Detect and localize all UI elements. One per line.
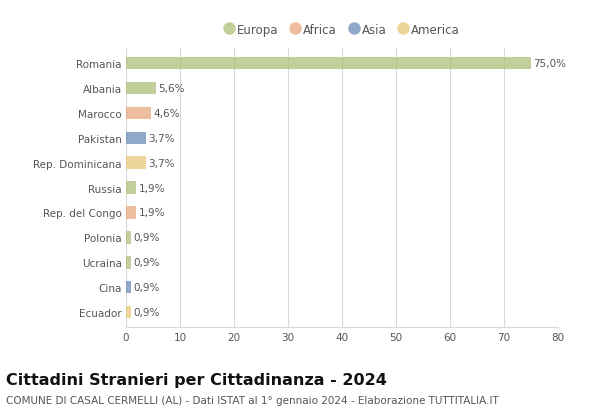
Bar [126,132,146,145]
Text: COMUNE DI CASAL CERMELLI (AL) - Dati ISTAT al 1° gennaio 2024 - Elaborazione TUT: COMUNE DI CASAL CERMELLI (AL) - Dati IST… [6,395,499,405]
Bar [126,157,146,169]
Bar [126,58,531,70]
Text: 0,9%: 0,9% [133,233,160,243]
Text: 3,7%: 3,7% [148,133,175,144]
Text: 3,7%: 3,7% [148,158,175,168]
Bar [126,306,131,319]
Text: 0,9%: 0,9% [133,307,160,317]
Text: 4,6%: 4,6% [153,109,179,119]
Text: 0,9%: 0,9% [133,283,160,292]
Bar [126,256,131,269]
Text: Cittadini Stranieri per Cittadinanza - 2024: Cittadini Stranieri per Cittadinanza - 2… [6,372,387,387]
Bar [126,108,151,120]
Text: 1,9%: 1,9% [139,183,165,193]
Bar [126,207,136,219]
Text: 5,6%: 5,6% [158,84,185,94]
Text: 75,0%: 75,0% [533,59,566,69]
Bar [126,182,136,194]
Legend: Europa, Africa, Asia, America: Europa, Africa, Asia, America [219,19,465,41]
Text: 0,9%: 0,9% [133,258,160,267]
Bar [126,83,156,95]
Bar [126,231,131,244]
Bar [126,281,131,294]
Text: 1,9%: 1,9% [139,208,165,218]
